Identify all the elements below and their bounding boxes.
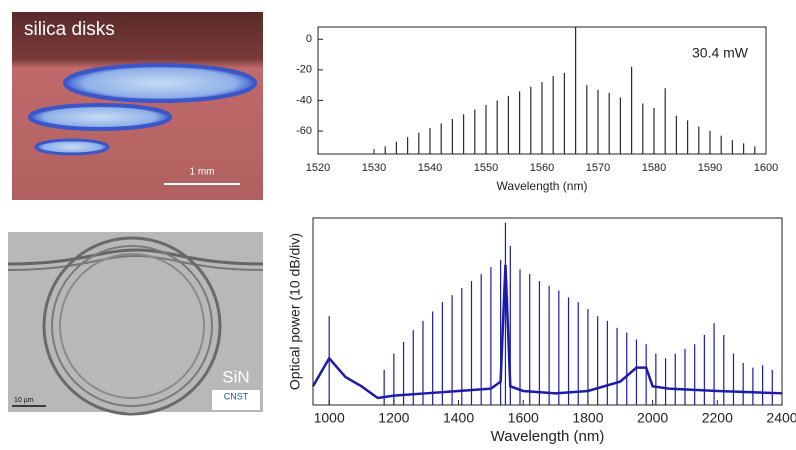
x-tick-label: 2200 bbox=[702, 410, 733, 426]
annotation: 30.4 mW bbox=[692, 45, 749, 61]
silica-image: silica disks 1 mm bbox=[12, 12, 263, 200]
x-axis-label: Wavelength (nm) bbox=[497, 179, 588, 193]
x-tick-label: 1600 bbox=[508, 410, 539, 426]
x-tick-label: 1000 bbox=[314, 410, 345, 426]
x-tick-label: 1200 bbox=[378, 410, 409, 426]
y-tick-label: -20 bbox=[296, 64, 312, 76]
y-tick-label: -40 bbox=[296, 94, 312, 106]
x-tick-label: 1600 bbox=[754, 162, 778, 174]
plot-frame bbox=[312, 217, 783, 406]
x-tick-label: 1540 bbox=[418, 162, 442, 174]
x-tick-label: 1520 bbox=[306, 162, 330, 174]
logo: CNST bbox=[224, 391, 249, 401]
x-tick-label: 1570 bbox=[586, 162, 610, 174]
floor-line bbox=[311, 264, 783, 400]
x-tick-label: 1400 bbox=[443, 410, 474, 426]
image-label: silica disks bbox=[24, 19, 115, 40]
chart: 1520 1530 1540 1550 1560 1570 1580 1590 1600 0 -20… bbox=[296, 26, 778, 193]
y-tick-label: -60 bbox=[296, 125, 312, 137]
sin-image: SiN 10 µm CNST bbox=[7, 232, 264, 416]
x-tick-label: 1560 bbox=[530, 162, 554, 174]
x-tick-label: 1530 bbox=[362, 162, 386, 174]
x-tick-label: 1580 bbox=[642, 162, 666, 174]
x-tick-label: 1550 bbox=[474, 162, 498, 174]
x-axis-label: Wavelength (nm) bbox=[491, 428, 605, 445]
x-tick-label: 2000 bbox=[637, 410, 668, 426]
scale-bar-label: 10 µm bbox=[14, 397, 34, 404]
x-tick-label: 2400 bbox=[766, 410, 796, 426]
y-tick-label: 0 bbox=[306, 33, 312, 45]
y-axis-label: Optical power (10 dB/div) bbox=[287, 233, 303, 390]
chart: 1000 1200 1400 1600 1800 2000 2200 2400 Waveleng… bbox=[287, 217, 796, 445]
x-tick-label: 1590 bbox=[698, 162, 722, 174]
image-label: SiN bbox=[222, 367, 249, 386]
scale-bar-label: 1 mm bbox=[190, 167, 215, 178]
x-tick-label: 1800 bbox=[572, 410, 603, 426]
